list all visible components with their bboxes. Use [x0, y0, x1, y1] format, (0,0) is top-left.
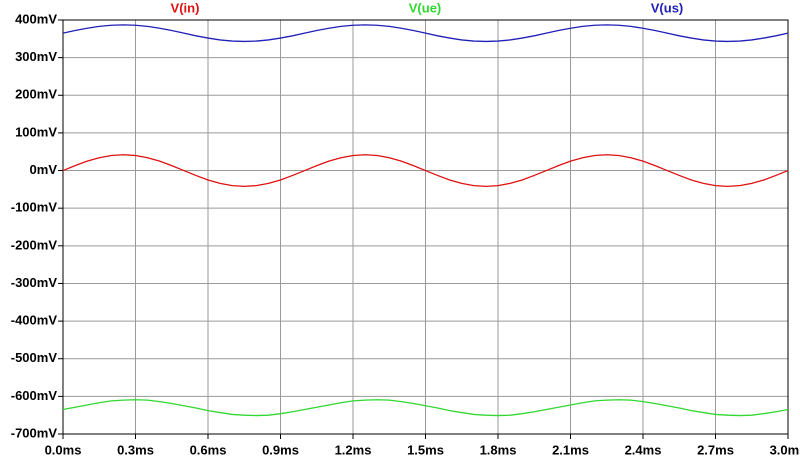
- x-tick-label: 3.0ms: [770, 442, 800, 457]
- y-tick-label: -200mV: [11, 237, 58, 252]
- series-line: [62, 24, 789, 43]
- legend-label: V(us): [651, 0, 684, 15]
- x-tick-label: 0.6ms: [190, 442, 227, 457]
- x-tick-label: 2.4ms: [625, 442, 662, 457]
- y-tick-label: 100mV: [15, 124, 57, 139]
- x-tick-label: 2.7ms: [697, 442, 734, 457]
- y-tick-label: -700mV: [11, 425, 58, 440]
- y-tick-label: -500mV: [11, 350, 58, 365]
- y-tick-label: 0mV: [30, 162, 58, 177]
- x-tick-label: 0.3ms: [117, 442, 154, 457]
- y-tick-label: 400mV: [15, 11, 57, 26]
- series-line: [62, 154, 789, 188]
- x-tick-label: 1.2ms: [335, 442, 372, 457]
- y-tick-label: 200mV: [15, 87, 57, 102]
- y-tick-label: 300mV: [15, 49, 57, 64]
- legend-label: V(ue): [409, 0, 442, 15]
- x-tick-label: 2.1ms: [552, 442, 589, 457]
- y-tick-label: -600mV: [11, 388, 58, 403]
- x-tick-label: 0.0ms: [45, 442, 82, 457]
- x-tick-label: 1.5ms: [407, 442, 444, 457]
- legend-label: V(in): [171, 0, 200, 15]
- x-tick-label: 1.8ms: [480, 442, 517, 457]
- y-tick-label: -400mV: [11, 313, 58, 328]
- x-tick-label: 0.9ms: [262, 442, 299, 457]
- plot-frame: [62, 19, 789, 435]
- y-tick-label: -300mV: [11, 275, 58, 290]
- y-tick-label: -100mV: [11, 200, 58, 215]
- series-line: [62, 399, 789, 417]
